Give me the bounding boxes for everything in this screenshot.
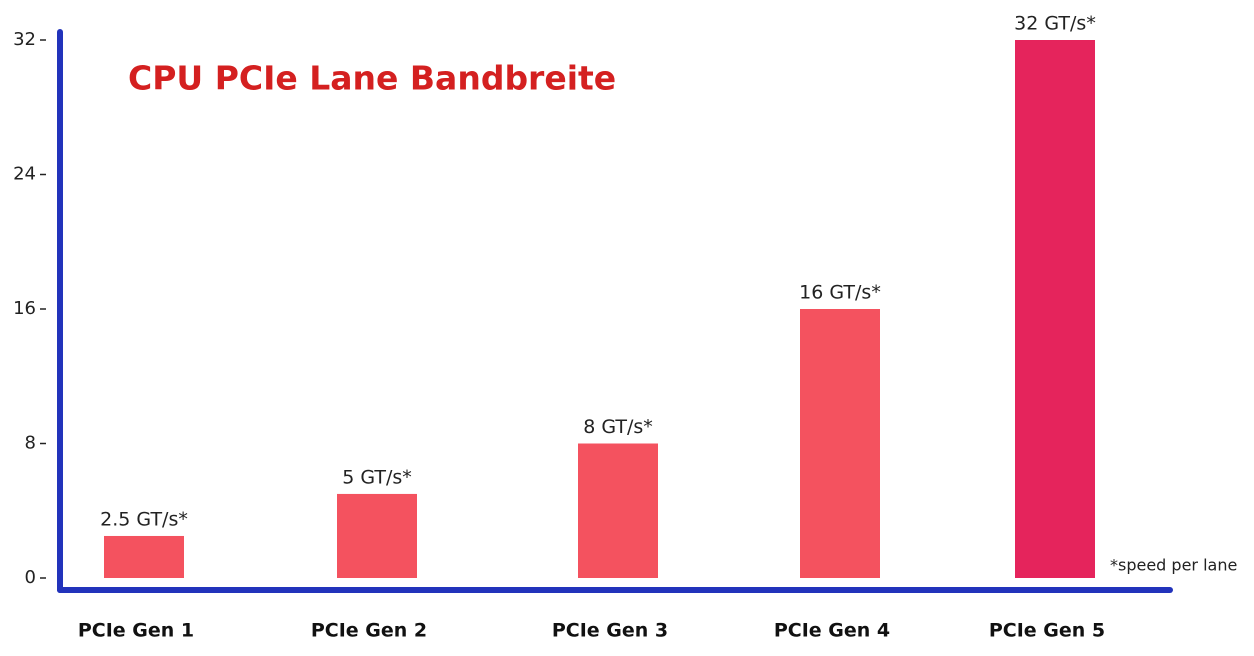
x-tick-label: PCIe Gen 4: [774, 620, 890, 642]
value-label: 32 GT/s*: [1014, 13, 1096, 35]
x-tick-label: PCIe Gen 5: [989, 620, 1105, 642]
y-tick-label: 0: [25, 567, 36, 588]
y-tick-label: 16: [13, 298, 36, 319]
value-label: 5 GT/s*: [342, 466, 412, 488]
bar: [800, 309, 880, 578]
value-label: 2.5 GT/s*: [100, 508, 188, 530]
bar: [1015, 40, 1095, 578]
y-tick-label: 8: [25, 433, 36, 454]
chart-title: CPU PCIe Lane Bandbreite: [128, 59, 616, 98]
value-label: 8 GT/s*: [583, 416, 653, 438]
bar: [337, 493, 417, 578]
bar: [578, 443, 658, 578]
value-label: 16 GT/s*: [799, 282, 881, 304]
bar: [104, 535, 184, 578]
x-tick-label: PCIe Gen 3: [552, 620, 668, 642]
y-tick-label: 32: [13, 29, 36, 50]
y-tick-label: 24: [13, 164, 36, 185]
annotation: *speed per lane: [1110, 556, 1237, 575]
x-tick-label: PCIe Gen 2: [311, 620, 427, 642]
x-tick-label: PCIe Gen 1: [78, 620, 194, 642]
